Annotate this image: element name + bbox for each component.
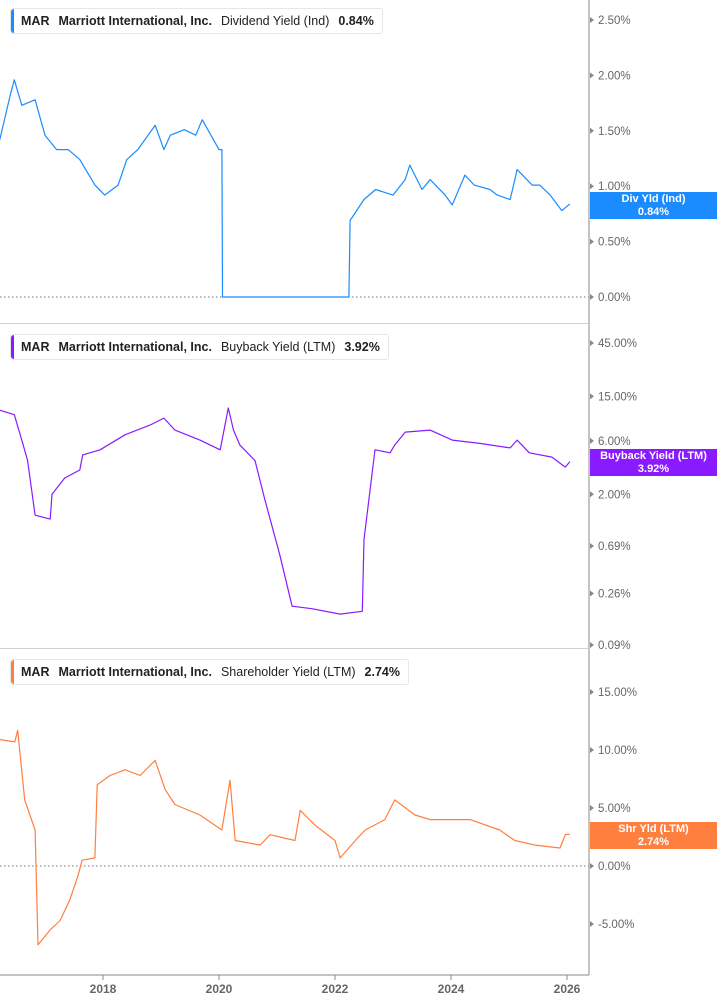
series-color-marker [11, 9, 14, 33]
y-tick-label: 2.50% [598, 15, 631, 27]
series-line-dividend [0, 79, 571, 298]
y-tick-mark [590, 183, 594, 190]
y-tick-label: 10.00% [598, 745, 637, 757]
current-value: 0.84% [338, 14, 374, 28]
y-tick-mark [590, 642, 594, 649]
ticker: MAR [21, 340, 50, 354]
y-tick-label: 5.00% [598, 803, 631, 815]
ticker: MAR [21, 665, 50, 679]
series-line-shareholder [0, 729, 570, 946]
x-tick-label: 2018 [90, 982, 117, 996]
y-tick-label: 15.00% [598, 687, 637, 699]
series-color-marker [11, 660, 14, 684]
x-tick-label: 2020 [206, 982, 233, 996]
ticker: MAR [21, 14, 50, 28]
y-tick-mark [590, 340, 594, 346]
tag-value: 2.74% [637, 835, 670, 848]
y-tick-label: 0.50% [598, 237, 631, 249]
tag-label: Div Yld (Ind) [621, 193, 686, 205]
y-tick-label: 1.00% [598, 181, 631, 193]
y-tick-mark [590, 863, 594, 869]
y-tick-label: 0.69% [598, 541, 631, 553]
tag-label: Shr Yld (LTM) [618, 823, 689, 835]
y-tick-label: 0.26% [598, 588, 631, 600]
y-tick-label: 0.09% [598, 640, 631, 652]
y-tick-label: 0.00% [598, 292, 631, 304]
current-value-tag-dividend: Div Yld (Ind) 0.84% [590, 192, 717, 219]
y-tick-label: 1.50% [598, 126, 631, 138]
y-tick-label: 45.00% [598, 338, 637, 350]
y-tick-mark [590, 921, 594, 927]
y-tick-mark [590, 590, 594, 597]
panel-header-shareholder: MAR Marriott International, Inc. Shareho… [10, 659, 409, 685]
tag-value: 3.92% [637, 462, 670, 475]
current-value-tag-shareholder: Shr Yld (LTM) 2.74% [590, 822, 717, 849]
y-tick-mark [590, 747, 594, 753]
current-value: 3.92% [344, 340, 380, 354]
y-tick-mark [590, 294, 594, 300]
y-tick-mark [590, 543, 594, 550]
panel-header-dividend: MAR Marriott International, Inc. Dividen… [10, 8, 383, 34]
y-tick-mark [590, 238, 594, 245]
y-tick-mark [590, 17, 594, 23]
company-name: Marriott International, Inc. [58, 14, 212, 28]
x-tick-label: 2022 [322, 982, 349, 996]
x-tick-label: 2024 [438, 982, 465, 996]
metric-name: Dividend Yield (Ind) [220, 14, 330, 28]
y-tick-label: 2.00% [598, 70, 631, 82]
y-tick-label: 15.00% [598, 391, 637, 403]
x-tick-label: 2026 [554, 982, 581, 996]
series-line-buyback [0, 407, 571, 615]
y-tick-mark [590, 127, 594, 134]
y-tick-label: 0.00% [598, 861, 631, 873]
current-value: 2.74% [364, 665, 400, 679]
y-tick-label: -5.00% [598, 919, 634, 931]
metric-name: Shareholder Yield (LTM) [220, 665, 356, 679]
tag-value: 0.84% [637, 205, 670, 218]
panel-header-buyback: MAR Marriott International, Inc. Buyback… [10, 334, 389, 360]
current-value-tag-buyback: Buyback Yield (LTM) 3.92% [590, 449, 717, 476]
company-name: Marriott International, Inc. [58, 665, 212, 679]
company-name: Marriott International, Inc. [58, 340, 212, 354]
y-tick-mark [590, 689, 594, 695]
metric-name: Buyback Yield (LTM) [220, 340, 336, 354]
y-tick-mark [590, 805, 594, 811]
y-tick-mark [590, 72, 594, 79]
tag-label: Buyback Yield (LTM) [600, 450, 707, 462]
series-color-marker [11, 335, 14, 359]
y-tick-mark [590, 437, 594, 444]
y-tick-mark [590, 491, 594, 498]
y-tick-mark [590, 393, 594, 400]
y-tick-label: 2.00% [598, 489, 631, 501]
y-tick-label: 6.00% [598, 436, 631, 448]
